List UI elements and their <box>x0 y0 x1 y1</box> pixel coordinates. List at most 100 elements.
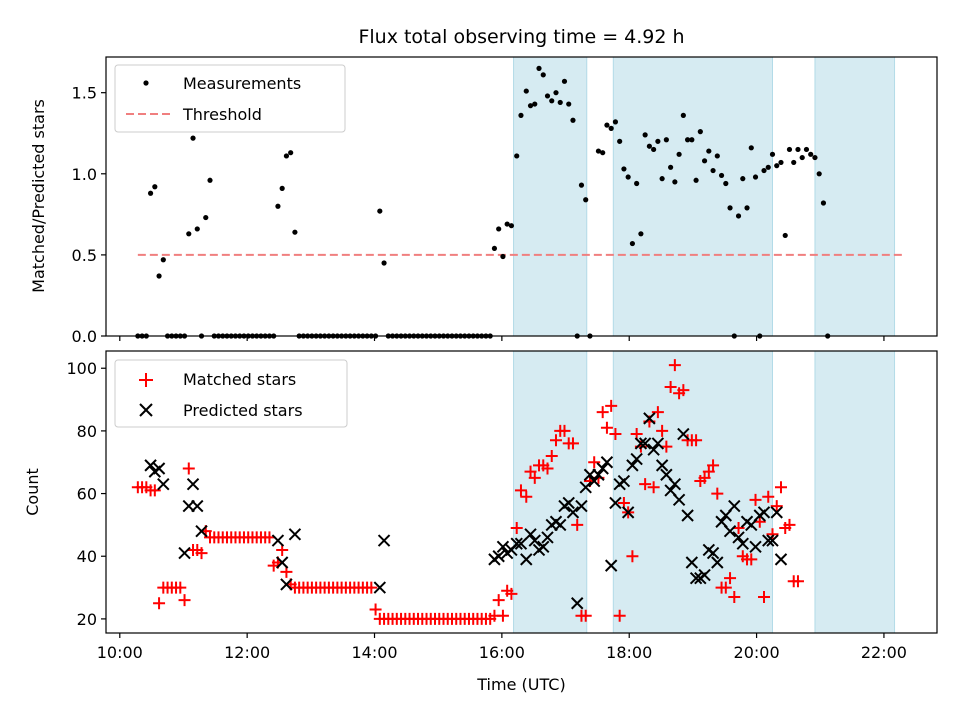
predicted-star-point <box>609 496 622 510</box>
legend-measurement-marker <box>143 80 149 86</box>
predicted-star-point <box>144 459 157 472</box>
predicted-star-point <box>152 462 166 475</box>
matched-star-point <box>588 456 601 469</box>
predicted-star-point <box>157 477 170 491</box>
measurement-point <box>723 180 729 187</box>
top-y-axis-label: Matched/Predicted stars <box>29 99 48 293</box>
measurement-point <box>659 176 665 182</box>
measurement-point <box>765 164 771 170</box>
matched-star-point <box>566 437 579 450</box>
matched-star-point <box>365 581 378 594</box>
measurement-point <box>769 151 776 157</box>
measurement-point <box>566 101 572 107</box>
predicted-star-point <box>630 452 643 466</box>
measurement-point <box>504 221 510 227</box>
x-axis-label: Time (UTC) <box>476 675 565 694</box>
measurement-point <box>629 240 636 247</box>
matched-star-point <box>528 471 541 484</box>
predicted-star-point <box>706 546 720 560</box>
predicted-star-point <box>672 493 686 507</box>
observing-window-1 <box>513 350 588 634</box>
x-tick-label: 12:00 <box>224 643 270 662</box>
matched-star-point <box>762 490 775 503</box>
measurement-point <box>795 146 801 153</box>
observing-window-2 <box>612 350 773 634</box>
matched-star-point <box>668 359 681 372</box>
measurement-point <box>600 150 606 156</box>
top-y-tick-label: 1.5 <box>72 84 97 103</box>
predicted-star-point <box>617 474 631 488</box>
predicted-star-point <box>651 437 665 450</box>
measurement-point <box>684 137 691 143</box>
bottom-y-tick-label: 80 <box>77 422 97 441</box>
predicted-star-point <box>647 443 660 456</box>
measurement-point <box>288 150 294 156</box>
predicted-star-point <box>288 528 302 541</box>
legend-matched-label: Matched stars <box>183 370 296 389</box>
measurement-point <box>604 122 610 128</box>
legend-threshold-label: Threshold <box>182 105 262 124</box>
matched-star-point <box>724 572 737 585</box>
measurement-point <box>523 88 529 94</box>
measurement-point <box>680 112 686 118</box>
predicted-star-point <box>604 559 618 572</box>
matched-star-point <box>549 434 562 447</box>
measurement-point <box>190 135 196 141</box>
measurement-point <box>727 205 733 211</box>
matched-star-point <box>153 597 166 610</box>
measurement-point <box>500 253 506 260</box>
measurement-point <box>646 143 652 149</box>
measurement-point <box>617 138 623 144</box>
top-y-ticks: 0.0 0.5 1.0 1.5 <box>72 84 106 346</box>
matched-star-point <box>651 406 664 419</box>
predicted-star-point <box>728 499 741 513</box>
measurement-point <box>292 229 298 235</box>
predicted-star-point <box>621 506 635 519</box>
matched-star-point <box>492 594 505 607</box>
measurement-point <box>744 205 750 211</box>
top-legend-box <box>114 64 346 133</box>
predicted-star-point <box>655 459 669 472</box>
predicted-star-point <box>685 556 699 569</box>
measurement-point <box>803 146 810 153</box>
matched-star-point <box>178 594 191 607</box>
matched-star-point <box>505 587 518 600</box>
predicted-star-point <box>681 509 694 522</box>
measurement-point <box>672 179 678 185</box>
measurement-point <box>625 174 631 180</box>
matched-star-point <box>707 459 720 472</box>
top-panel: 0.0 0.5 1.0 1.5 Flux total observing time =… <box>29 26 938 346</box>
measurement-point <box>561 78 568 84</box>
matched-star-point <box>600 421 613 434</box>
predicted-star-point <box>280 578 293 591</box>
bottom-y-axis-label: Count <box>23 468 42 516</box>
measurement-point <box>283 153 290 159</box>
predicted-star-point <box>677 427 690 441</box>
predicted-star-point <box>571 597 584 610</box>
predicted-star-point <box>554 518 567 532</box>
measurement-point <box>812 154 818 161</box>
matched-star-point <box>514 484 527 497</box>
measurement-point <box>689 137 695 143</box>
predicted-star-point <box>271 534 285 547</box>
measurement-point <box>186 231 192 237</box>
top-shaded-intervals <box>513 56 896 337</box>
matched-star-point <box>728 590 741 603</box>
measurement-point <box>160 257 166 263</box>
measurement-point <box>514 153 520 159</box>
predicted-star-point <box>711 556 724 569</box>
predicted-star-point <box>528 534 541 547</box>
predicted-star-point <box>566 506 580 519</box>
top-panel-frame <box>105 56 938 337</box>
predicted-star-point <box>520 553 533 566</box>
measurement-point <box>761 167 767 174</box>
observing-window-3 <box>814 350 896 634</box>
matched-star-point <box>496 609 509 622</box>
predicted-star-point <box>191 499 204 513</box>
predicted-star-point <box>492 550 505 563</box>
measurement-point <box>194 226 200 232</box>
bottom-y-tick-label: 40 <box>77 547 97 566</box>
matched-star-point <box>182 462 195 475</box>
predicted-star-point <box>579 481 592 494</box>
